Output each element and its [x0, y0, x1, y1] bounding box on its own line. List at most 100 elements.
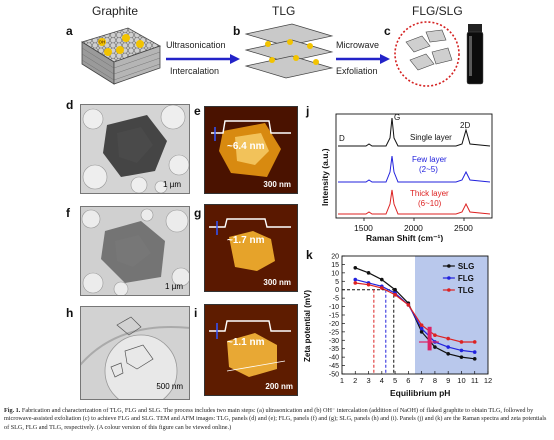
raman-spectra-plot: 1500 2000 2500 Raman Shift (cm⁻¹) Intens…	[320, 113, 493, 242]
raman-label-thick-range: (6~10)	[418, 199, 442, 208]
step2-bottom-label: Exfoliation	[336, 66, 378, 76]
tem-image-d: 1 µm	[80, 104, 190, 194]
tlg-layers-illustration	[244, 23, 334, 79]
raman-xtick-2000: 2000	[404, 223, 423, 233]
zeta-point-flg	[419, 326, 424, 331]
zeta-legend-marker	[447, 276, 451, 280]
zeta-ytick-label: -5	[333, 296, 339, 303]
tem-image-h: 500 nm	[80, 306, 190, 400]
zeta-legend-label: SLG	[458, 262, 474, 271]
zeta-xtick-label: 9	[446, 376, 450, 385]
panel-letter-e: e	[194, 104, 201, 118]
zeta-xtick-label: 8	[433, 376, 437, 385]
zeta-point-slg	[472, 357, 477, 361]
tlg-header: TLG	[272, 4, 296, 18]
zeta-xtick-label: 10	[457, 376, 465, 385]
zeta-point-flg	[446, 345, 450, 349]
panel-letter-f: f	[66, 206, 70, 220]
zeta-point-slg	[366, 271, 371, 275]
raman-peak-d: D	[339, 134, 345, 143]
afm-image-e: ~6.4 nm 300 nm	[204, 106, 298, 194]
zeta-xtick-label: 1	[340, 376, 344, 385]
figure-caption: Fig. 1. Fabrication and characterization…	[4, 407, 552, 432]
raman-ylabel: Intensity (a.u.)	[320, 148, 330, 206]
afm-i-scale: 200 nm	[265, 382, 293, 391]
zeta-point-tlg	[459, 340, 464, 344]
zeta-ytick-label: 5	[335, 279, 339, 286]
zeta-ytick-label: 15	[331, 262, 339, 269]
zeta-ytick-label: -45	[329, 363, 339, 370]
tem-image-f: 1 µm	[80, 206, 190, 296]
zeta-point-tlg	[433, 333, 437, 338]
zeta-series-tlg	[355, 282, 475, 343]
zeta-ytick-label: 10	[331, 270, 339, 277]
flg-slg-header: FLG/SLG	[412, 4, 463, 18]
zeta-point-slg	[433, 345, 437, 349]
graphite-header: Graphite	[92, 4, 139, 18]
exfoliated-sheets-illustration	[394, 21, 460, 87]
zeta-series-flg	[355, 279, 475, 353]
zeta-point-tlg	[366, 282, 371, 287]
zeta-point-tlg	[353, 281, 358, 285]
caption-text: Fabrication and characterization of TLG,…	[4, 407, 547, 431]
panel-letter-h: h	[66, 306, 74, 320]
step1-top-label: Ultrasonication	[166, 40, 226, 50]
panel-letter-a: a	[66, 24, 73, 38]
raman-xtick-2500: 2500	[454, 223, 473, 233]
zeta-potential-chart: Zeta potential (mV) Equilibrium pH 20151…	[303, 254, 492, 399]
zeta-ytick-label: -10	[329, 304, 339, 311]
panel-letter-j: j	[306, 104, 310, 118]
zeta-point-tlg	[419, 323, 424, 327]
zeta-xlabel: Equilibrium pH	[390, 388, 450, 398]
tem-h-scale: 500 nm	[156, 382, 183, 391]
step1-bottom-label: Intercalation	[170, 66, 220, 76]
raman-xlabel: Raman Shift (cm⁻¹)	[366, 233, 443, 242]
zeta-ylabel: Zeta potential (mV)	[303, 290, 312, 362]
zeta-point-tlg	[406, 303, 411, 307]
zeta-legend-label: TLG	[458, 286, 474, 295]
tem-f-scale: 1 µm	[165, 282, 183, 291]
zeta-point-slg	[393, 287, 397, 292]
panel-letter-b: b	[233, 24, 241, 38]
afm-image-i: ~1.1 nm 200 nm	[204, 304, 298, 396]
zeta-xtick-label: 3	[366, 376, 370, 385]
zeta-xtick-label: 2	[353, 376, 357, 385]
zeta-ytick-label: -30	[329, 338, 339, 345]
zeta-xtick-label: 12	[484, 376, 492, 385]
zeta-point-tlg	[380, 286, 384, 290]
panel-letter-d: d	[66, 98, 74, 112]
panel-letter-k: k	[306, 248, 313, 262]
panel-letter-c: c	[384, 24, 391, 38]
raman-label-few-range: (2~5)	[419, 165, 438, 174]
zeta-ytick-label: 0	[335, 287, 339, 294]
zeta-ytick-label: -50	[329, 372, 339, 379]
afm-e-height: ~6.4 nm	[227, 141, 265, 152]
afm-g-scale: 300 nm	[263, 278, 291, 287]
raman-label-few: Few layer	[412, 155, 447, 164]
graphite-block-illustration: OH	[81, 27, 161, 85]
zeta-point-tlg	[446, 336, 450, 341]
dispersion-vial-illustration	[466, 24, 484, 85]
step2-top-label: Microwave	[336, 40, 380, 50]
zeta-point-slg	[459, 355, 464, 359]
oh-label: OH	[99, 40, 106, 45]
zeta-ytick-label: -20	[329, 321, 339, 328]
zeta-ytick-label: -25	[329, 329, 339, 336]
zeta-point-flg	[472, 350, 477, 354]
zeta-point-tlg	[472, 340, 477, 344]
panel-letter-i: i	[194, 306, 198, 320]
zeta-legend-marker	[447, 264, 451, 268]
afm-i-height: ~1.1 nm	[227, 337, 265, 348]
afm-image-g: ~1.7 nm 300 nm	[204, 204, 298, 292]
raman-few-line	[338, 155, 491, 183]
zeta-shaded-region	[415, 256, 488, 374]
zeta-xtick-label: 5	[393, 376, 397, 385]
zeta-point-slg	[353, 266, 358, 270]
afm-e-scale: 300 nm	[263, 180, 291, 189]
zeta-xtick-label: 6	[406, 376, 410, 385]
zeta-point-slg	[419, 330, 424, 334]
zeta-xtick-label: 4	[380, 376, 384, 385]
zeta-legend-marker	[447, 288, 451, 292]
raman-thick-line	[338, 189, 491, 215]
step2-arrow	[336, 54, 390, 64]
